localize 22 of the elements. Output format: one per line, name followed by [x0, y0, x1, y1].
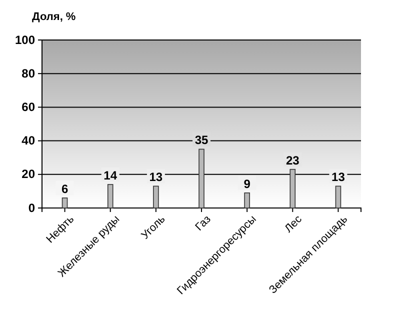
bar — [107, 184, 114, 208]
data-label: 13 — [149, 170, 163, 184]
data-label: 35 — [194, 133, 208, 148]
bar — [290, 168, 296, 208]
bar — [153, 186, 159, 208]
data-label: 14 — [104, 168, 118, 182]
bar — [62, 198, 68, 208]
x-tick-label: Лес — [282, 212, 305, 236]
data-label: 9 — [244, 176, 251, 191]
y-tick-label: 20 — [22, 167, 36, 182]
bar — [335, 186, 342, 208]
y-tick-label: 100 — [14, 32, 36, 47]
y-tick-label: 60 — [22, 100, 36, 114]
data-label: 13 — [332, 170, 346, 184]
y-tick-label: 0 — [28, 200, 36, 215]
y-tick-label: 80 — [22, 66, 36, 80]
y-tick-label: 40 — [22, 134, 36, 148]
y-axis-title: Доля, % — [32, 11, 76, 23]
bar — [198, 148, 204, 208]
data-label: 23 — [286, 153, 300, 168]
bar — [244, 192, 250, 208]
data-label: 6 — [61, 182, 68, 196]
